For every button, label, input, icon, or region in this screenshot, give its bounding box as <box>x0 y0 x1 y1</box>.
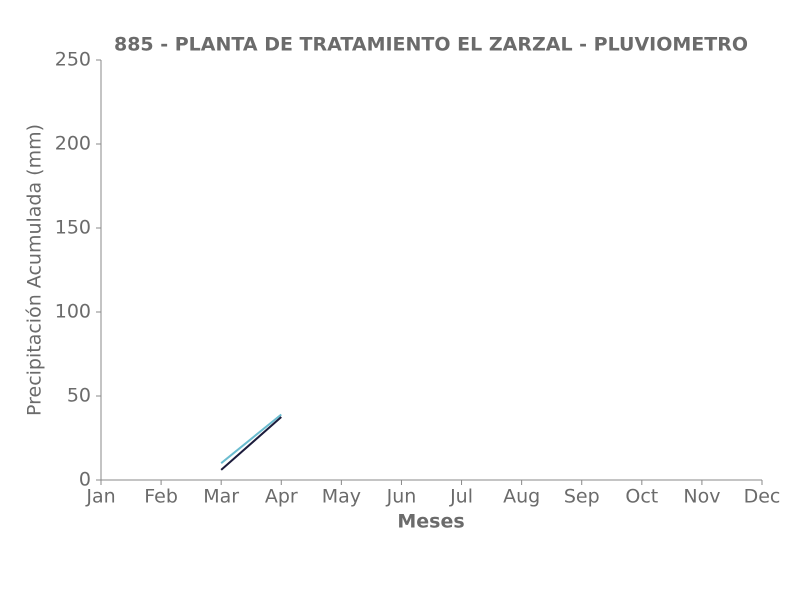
x-tick-label: Feb <box>144 486 178 508</box>
x-tick-label: Dec <box>744 486 781 508</box>
y-tick-label: 100 <box>55 301 91 323</box>
x-tick-label: Mar <box>203 486 239 508</box>
chart-title: 885 - PLANTA DE TRATAMIENTO EL ZARZAL - … <box>114 34 748 56</box>
y-tick-label: 50 <box>67 385 91 407</box>
y-tick-label: 0 <box>79 469 91 491</box>
x-axis-label: Meses <box>397 511 464 533</box>
x-tick-label: Jan <box>85 486 115 508</box>
x-tick-label: Nov <box>683 486 720 508</box>
y-tick-label: 250 <box>55 49 91 71</box>
x-tick-label: Sep <box>564 486 600 508</box>
y-tick-label: 150 <box>55 217 91 239</box>
x-tick-label: Apr <box>265 486 298 508</box>
y-tick-label: 200 <box>55 133 91 155</box>
x-tick-label: Jul <box>449 486 473 508</box>
x-tick-label: Jun <box>386 486 417 508</box>
x-tick-label: May <box>322 486 361 508</box>
series-line <box>220 416 282 471</box>
x-tick-label: Oct <box>625 486 658 508</box>
y-axis-label: Precipitación Acumulada (mm) <box>24 124 46 416</box>
x-tick-label: Aug <box>503 486 540 508</box>
series-line <box>220 413 282 464</box>
